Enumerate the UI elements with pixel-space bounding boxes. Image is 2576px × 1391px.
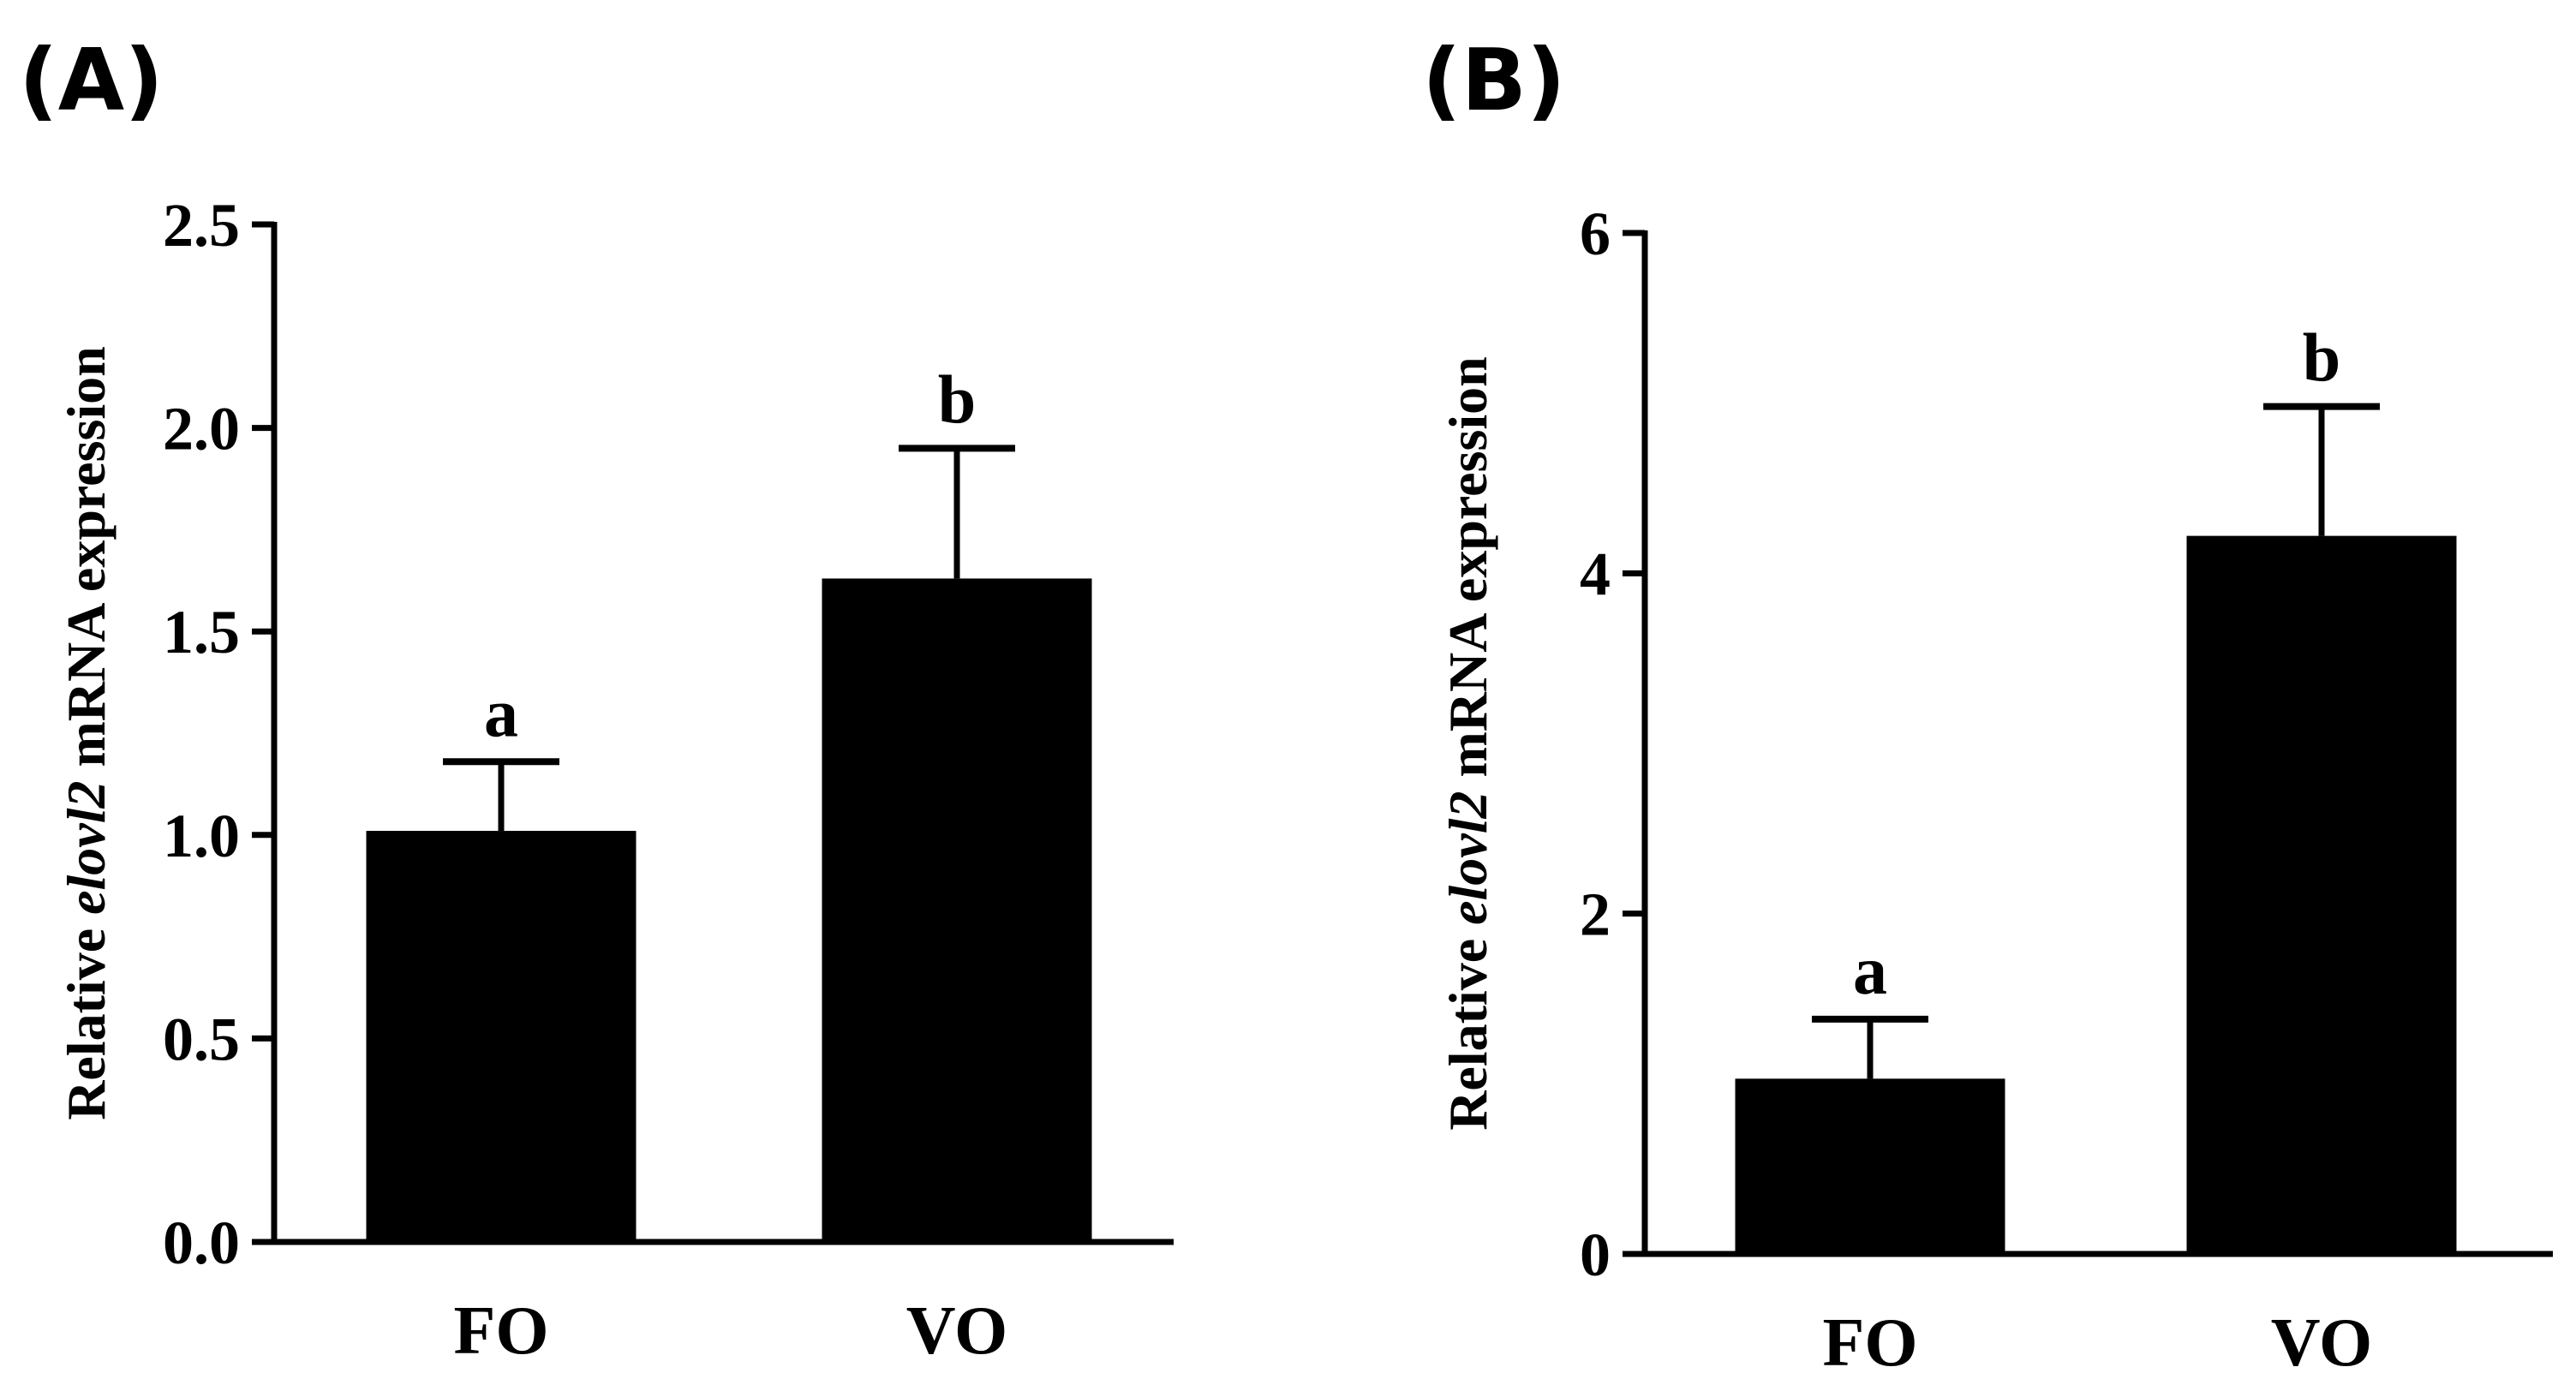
y-tick-label: 2.0	[163, 395, 240, 463]
y-tick-label: 2.5	[163, 191, 240, 260]
y-tick-label: 4	[1580, 540, 1611, 608]
significance-label: a	[484, 676, 518, 751]
y-axis-title-prefix: Relative	[56, 915, 117, 1120]
bar-vo	[822, 578, 1092, 1242]
x-category-label: FO	[453, 1293, 548, 1369]
y-tick-label: 0	[1580, 1221, 1611, 1289]
y-axis-title: Relative elovl2 mRNA expression	[56, 346, 117, 1120]
significance-label: b	[938, 362, 977, 438]
y-tick-label: 1.5	[163, 598, 240, 666]
y-axis-title: Relative elovl2 mRNA expression	[1437, 356, 1498, 1131]
x-category-label: VO	[2271, 1305, 2372, 1381]
panel-label: (A)	[19, 30, 164, 130]
y-axis-title-gene: elovl2	[1437, 791, 1498, 925]
panel-b-chart: (B) 0 2 4 6 Relative elovl2 mRNA expression a F…	[1422, 30, 2553, 1381]
y-axis-title-gene: elovl2	[56, 781, 117, 915]
bar-fo	[1735, 1078, 2005, 1254]
panel-a-chart: (A) 0.0 0.5 1.0 1.5 2.0 2.5 Relative elovl2 mRN…	[19, 30, 1174, 1369]
y-axis-title-suffix: mRNA expression	[1437, 356, 1498, 791]
y-tick-label: 6	[1580, 200, 1611, 268]
x-category-label: FO	[1822, 1305, 1917, 1381]
y-tick-label: 2	[1580, 881, 1611, 949]
y-tick-label: 0.0	[163, 1209, 240, 1277]
y-tick-label: 0.5	[163, 1005, 240, 1073]
panel-label: (B)	[1422, 30, 1566, 130]
y-tick-label: 1.0	[163, 802, 240, 870]
significance-label: b	[2303, 321, 2341, 397]
bar-vo	[2186, 535, 2457, 1254]
y-axis-title-suffix: mRNA expression	[56, 346, 117, 780]
significance-label: a	[1853, 934, 1887, 1009]
bar-fo	[366, 831, 637, 1242]
x-category-label: VO	[906, 1293, 1007, 1369]
y-axis-title-prefix: Relative	[1437, 925, 1498, 1131]
